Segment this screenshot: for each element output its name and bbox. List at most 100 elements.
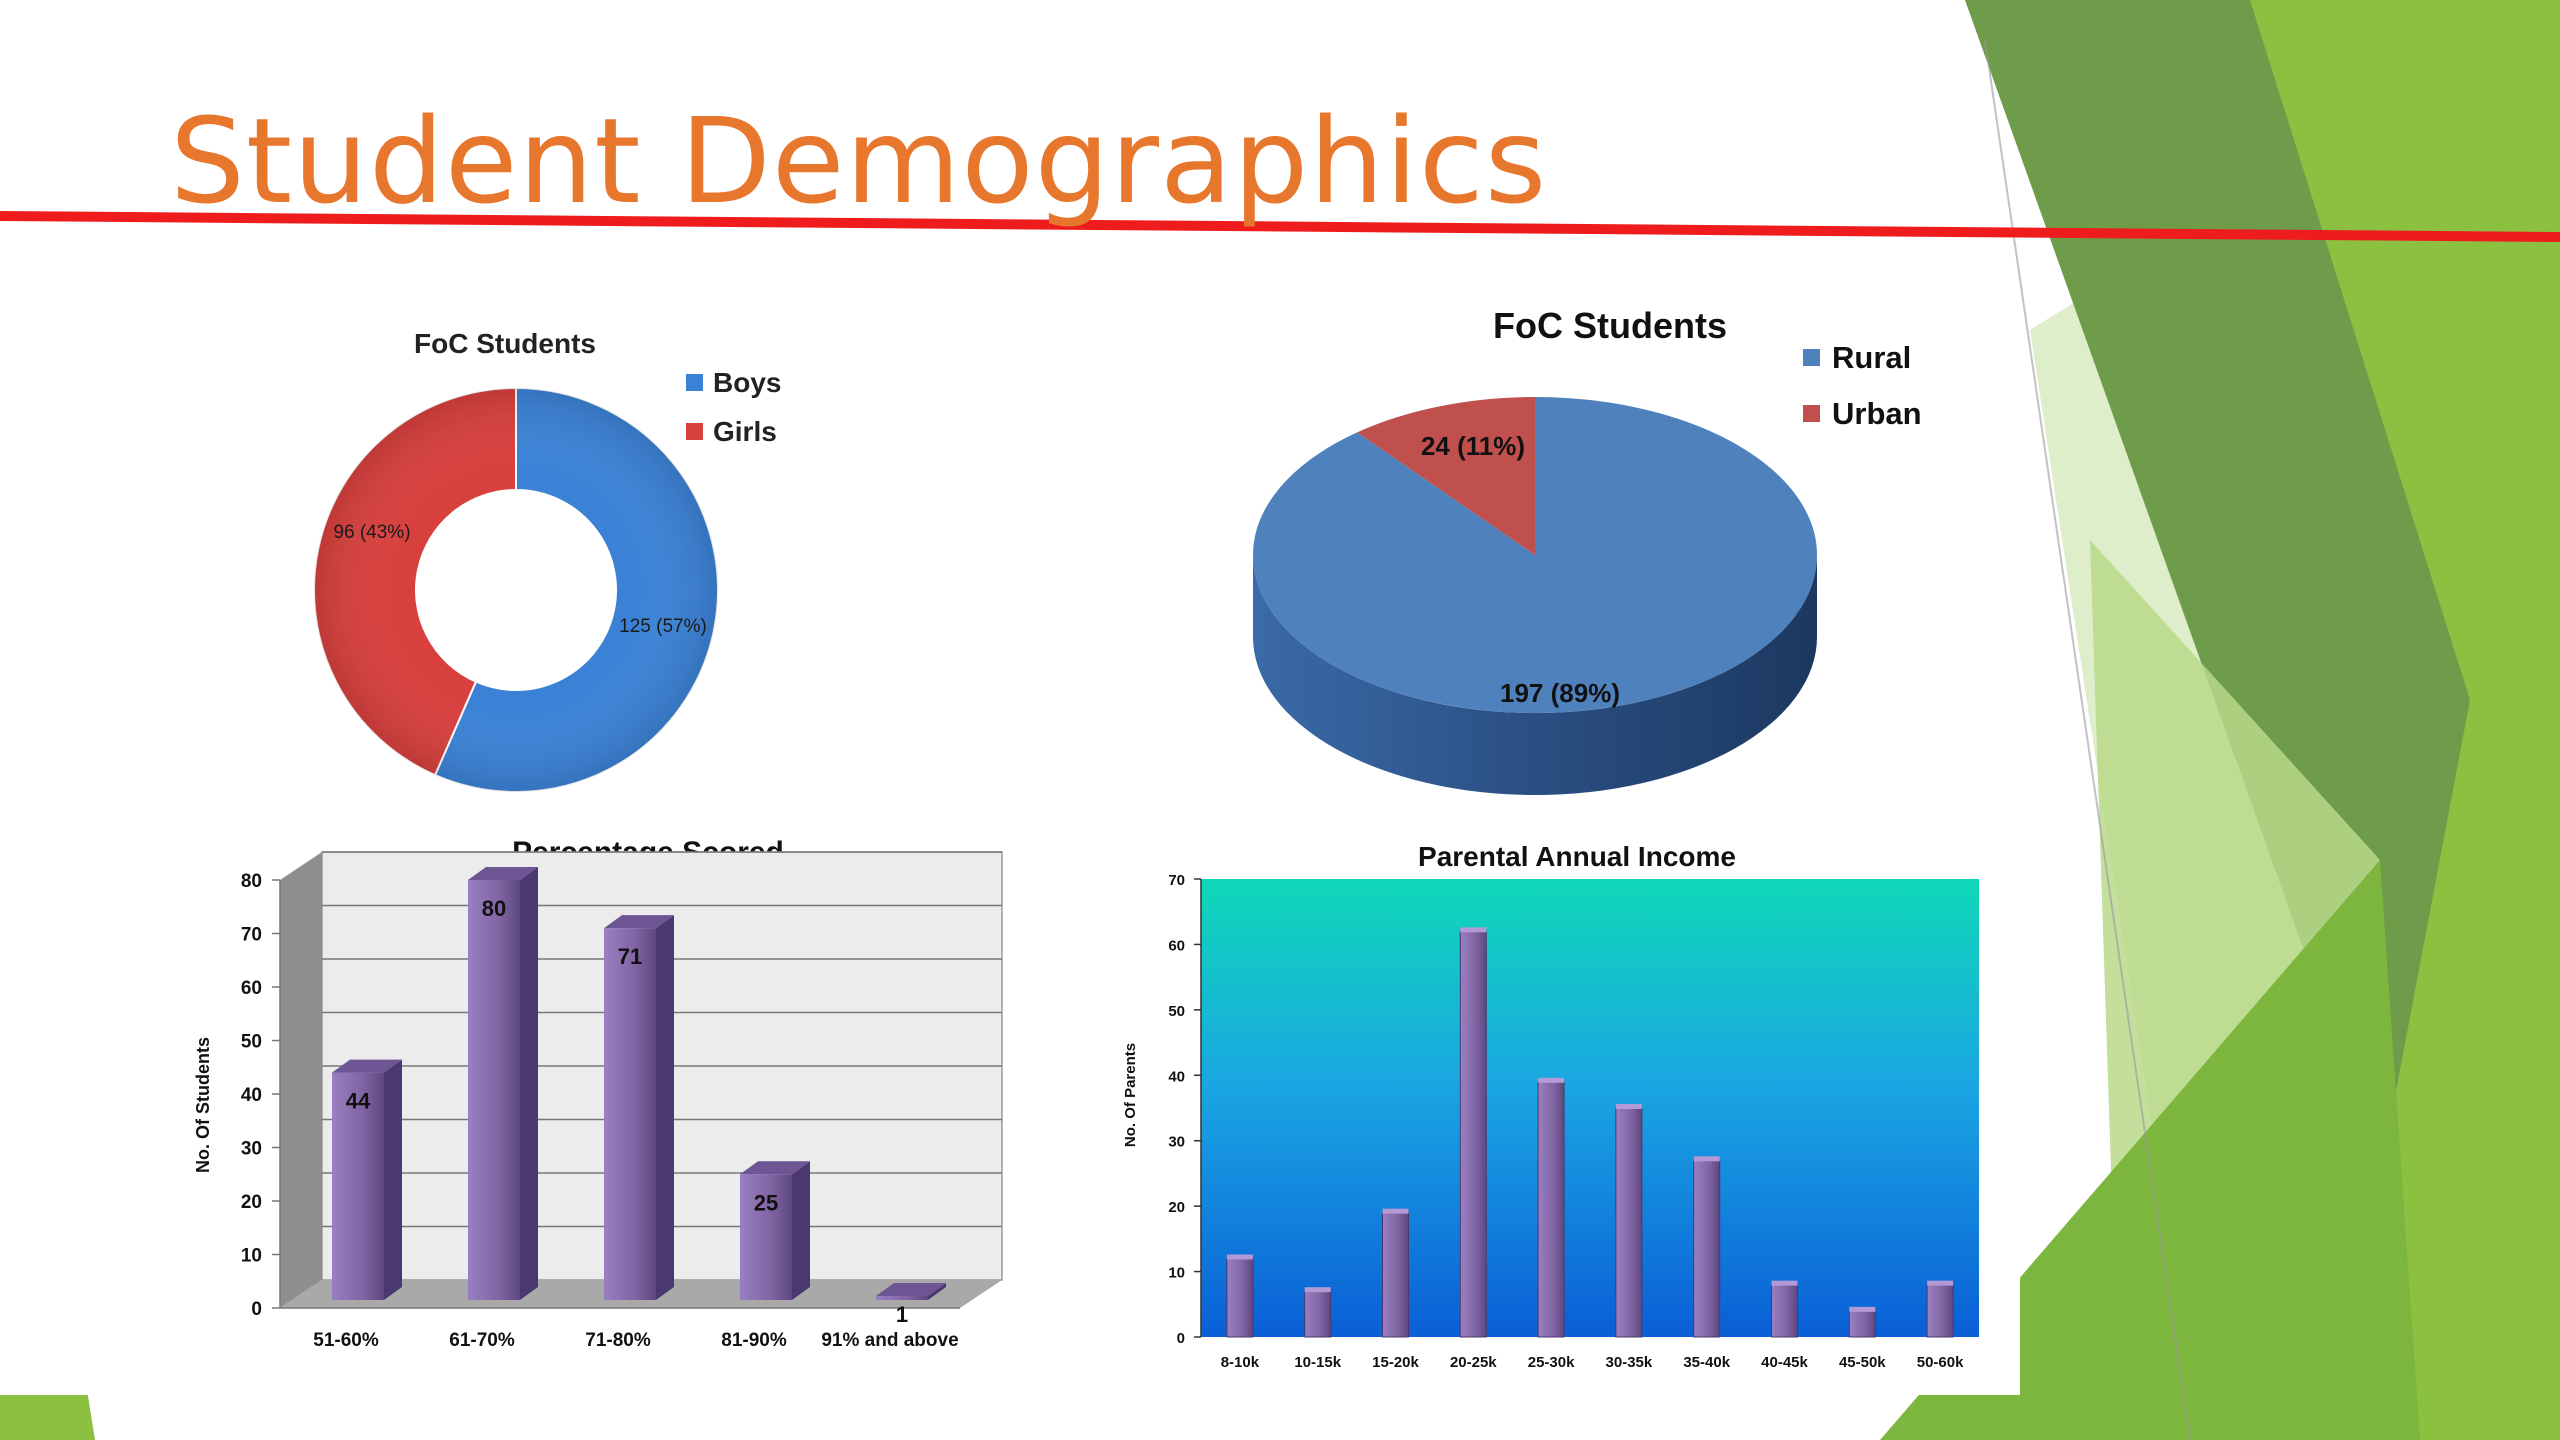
legend-label-girls: Girls	[713, 416, 777, 447]
title-rule	[0, 211, 2560, 242]
bar-chart-xtick-label: 91% and above	[821, 1330, 958, 1351]
donut-shade	[314, 388, 718, 792]
income-xtick-label: 25-30k	[1528, 1354, 1575, 1371]
page-title: Student Demographics	[170, 92, 1548, 230]
income-xtick-label: 15-20k	[1372, 1354, 1419, 1371]
income-bar-top	[1460, 927, 1487, 933]
income-chart-yticks: 0 10 20 30 40 50 60 70	[1168, 872, 1202, 1347]
income-bar-2	[1382, 1208, 1409, 1338]
green-shape-right-mid	[2250, 0, 2560, 1440]
income-chart-bars	[1226, 927, 1954, 1338]
income-bar-front	[1226, 1257, 1254, 1338]
legend-label-urban: Urban	[1832, 396, 1922, 431]
income-bar-front	[1537, 1081, 1565, 1338]
bar-chart-xtick-label: 81-90%	[721, 1330, 787, 1351]
income-xtick-label: 30-35k	[1606, 1354, 1653, 1371]
income-bar-front	[1926, 1284, 1954, 1338]
income-ytick-label: 30	[1168, 1134, 1185, 1151]
income-xtick-label: 40-45k	[1761, 1354, 1808, 1371]
income-bar-front	[1771, 1284, 1798, 1338]
income-ytick-label: 70	[1168, 872, 1185, 889]
legend-swatch-boys	[686, 374, 703, 391]
bar-2: 71	[604, 915, 674, 1300]
bar-data-label: 25	[754, 1190, 778, 1215]
bar-chart-ytick-label: 70	[241, 925, 262, 946]
bar-chart-ytick-label: 20	[241, 1192, 262, 1213]
income-bar-top	[1538, 1077, 1565, 1083]
income-bar-top	[1226, 1254, 1253, 1260]
green-shape-line	[1984, 39, 2191, 1440]
income-bar-3	[1459, 927, 1487, 1338]
bar-chart-ytick-label: 80	[241, 871, 262, 892]
bar-side	[656, 915, 674, 1300]
legend-label-rural: Rural	[1832, 340, 1911, 375]
income-bar-7	[1771, 1280, 1798, 1338]
income-ytick-label: 20	[1168, 1199, 1185, 1216]
bar-side	[792, 1161, 810, 1300]
bar-data-label: 80	[482, 896, 506, 921]
bar-chart-xtick-label: 61-70%	[449, 1330, 515, 1351]
income-bar-chart: Parental Annual Income 0 10 20 30 40 50 60 70 8…	[1122, 841, 1979, 1371]
donut-label-girls: 96 (43%)	[333, 522, 410, 543]
pie-body	[1253, 397, 1818, 795]
bar-chart-bars: 44 80 71 25 1	[332, 867, 946, 1327]
bar-top	[876, 1283, 946, 1296]
bar-chart-ytick-label: 50	[241, 1032, 262, 1053]
legend-label-boys: Boys	[713, 367, 781, 398]
income-ytick-label: 10	[1168, 1265, 1185, 1282]
income-bar-6	[1693, 1156, 1721, 1338]
bar-front	[468, 880, 520, 1300]
income-bar-front	[1459, 930, 1487, 1338]
donut-title: FoC Students	[414, 328, 596, 359]
income-bar-top	[1615, 1104, 1642, 1109]
bar-top	[740, 1161, 810, 1175]
income-xtick-label: 8-10k	[1221, 1354, 1260, 1371]
pie-side-wall	[1253, 555, 1817, 795]
bar-chart-yticks: 0 10 20 30 40 50 60 70 80	[241, 871, 280, 1320]
income-ytick-label: 50	[1168, 1003, 1185, 1020]
bar-front	[876, 1296, 928, 1300]
bar-chart-ytick-label: 60	[241, 978, 262, 999]
income-bar-front	[1382, 1212, 1409, 1338]
bar-side	[520, 867, 538, 1300]
income-bar-top	[1771, 1280, 1798, 1286]
income-ytick-label: 0	[1177, 1330, 1185, 1347]
income-xtick-label: 35-40k	[1683, 1354, 1730, 1371]
income-xtick-label: 45-50k	[1839, 1354, 1886, 1371]
bar-chart-xtick-label: 71-80%	[585, 1330, 651, 1351]
income-xtick-label: 20-25k	[1450, 1354, 1497, 1371]
income-chart-ylabel: No. Of Parents	[1122, 1043, 1139, 1147]
income-bar-top	[1927, 1280, 1954, 1286]
bar-side	[928, 1283, 946, 1300]
bar-chart-ytick-label: 40	[241, 1085, 262, 1106]
bar-chart-xtick-label: 51-60%	[313, 1330, 379, 1351]
bar-front	[604, 928, 656, 1300]
legend-swatch-urban	[1803, 405, 1820, 422]
donut-label-boys: 125 (57%)	[619, 616, 707, 637]
income-bar-top	[1849, 1306, 1876, 1312]
bar-3: 25	[740, 1161, 810, 1300]
pie-chart: FoC Students 197 (89%) 24 (11%) Rural Ur…	[1253, 305, 1922, 795]
income-xtick-label: 10-15k	[1294, 1354, 1341, 1371]
income-ytick-label: 40	[1168, 1068, 1185, 1085]
income-chart-title: Parental Annual Income	[1418, 841, 1736, 872]
bar-chart-ytick-label: 30	[241, 1139, 262, 1160]
bar-side	[384, 1059, 402, 1300]
bar-chart-ylabel: No. Of Students	[193, 1037, 213, 1173]
bar-chart-side-wall	[280, 852, 322, 1308]
pie-slice-urban	[1357, 397, 1535, 555]
income-bar-9	[1926, 1280, 1954, 1338]
bar-front	[332, 1072, 384, 1300]
income-plot-background	[1201, 879, 1979, 1337]
bar-top	[332, 1059, 402, 1073]
income-bar-1	[1304, 1287, 1332, 1338]
income-bar-5	[1615, 1104, 1643, 1338]
legend-swatch-rural	[1803, 349, 1820, 366]
income-bar-top	[1693, 1156, 1720, 1162]
bar-data-label: 71	[618, 944, 642, 969]
pie-legend[interactable]: Rural Urban	[1803, 340, 1922, 431]
donut-legend[interactable]: Boys Girls	[686, 367, 781, 447]
